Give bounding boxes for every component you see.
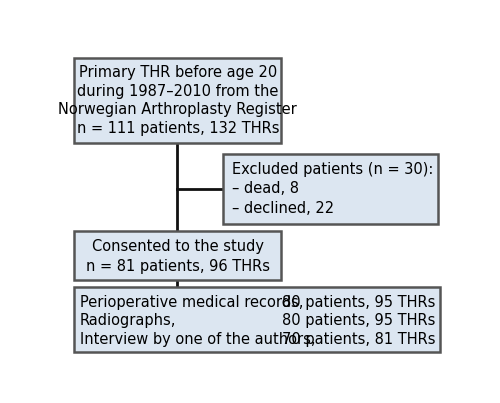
Text: Radiographs,: Radiographs, xyxy=(80,313,176,328)
FancyBboxPatch shape xyxy=(224,154,438,224)
Text: 80 patients, 95 THRs: 80 patients, 95 THRs xyxy=(282,295,436,310)
Text: Perioperative medical records,: Perioperative medical records, xyxy=(80,295,304,310)
Text: Primary THR before age 20: Primary THR before age 20 xyxy=(78,65,277,80)
Text: 70 patients, 81 THRs: 70 patients, 81 THRs xyxy=(282,332,436,347)
Text: – declined, 22: – declined, 22 xyxy=(232,201,334,216)
Text: Interview by one of the authors,: Interview by one of the authors, xyxy=(80,332,316,347)
Text: n = 111 patients, 132 THRs: n = 111 patients, 132 THRs xyxy=(76,120,279,136)
FancyBboxPatch shape xyxy=(74,58,282,143)
Text: Norwegian Arthroplasty Register: Norwegian Arthroplasty Register xyxy=(58,102,297,117)
Text: during 1987–2010 from the: during 1987–2010 from the xyxy=(77,83,278,99)
Text: n = 81 patients, 96 THRs: n = 81 patients, 96 THRs xyxy=(86,259,270,274)
FancyBboxPatch shape xyxy=(74,231,282,280)
Text: Consented to the study: Consented to the study xyxy=(92,239,264,254)
FancyBboxPatch shape xyxy=(74,287,440,353)
Text: 80 patients, 95 THRs: 80 patients, 95 THRs xyxy=(282,313,436,328)
Text: – dead, 8: – dead, 8 xyxy=(232,181,299,196)
Text: Excluded patients (n = 30):: Excluded patients (n = 30): xyxy=(232,162,433,177)
